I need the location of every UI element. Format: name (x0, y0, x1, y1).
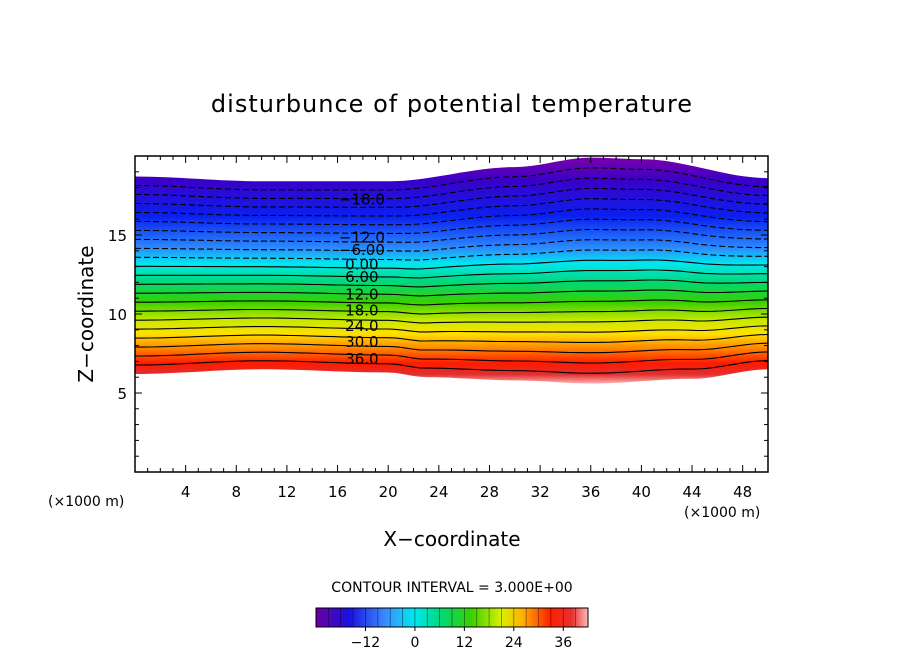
contour-line (135, 289, 768, 297)
contour-line (135, 316, 768, 324)
contour-line (135, 177, 768, 200)
y-tick-label: 5 (117, 385, 127, 403)
x-tick-label: 8 (232, 483, 242, 501)
x-tick-label: 12 (277, 483, 296, 501)
contour-line (135, 198, 768, 217)
colorbar: −12 0 12 24 36 (315, 607, 589, 651)
contour-label: −12.0 (339, 229, 385, 247)
contour-line (135, 307, 768, 315)
x-unit-label-left: (×1000 m) (48, 494, 124, 510)
contour-interval: CONTOUR INTERVAL = 3.000E+00 (331, 580, 572, 596)
contour-line (135, 299, 768, 306)
y-tick-label: 10 (108, 306, 127, 324)
contour-label: 12.0 (345, 285, 378, 303)
colorbar-tick-label: 0 (410, 635, 419, 651)
contour-label: 18.0 (345, 301, 378, 319)
contour-label: 36.0 (345, 350, 378, 368)
contour-label: −6.00 (339, 241, 385, 259)
x-axis: 4 8 12 16 20 24 28 32 36 40 44 48 (147, 156, 756, 501)
contour-label: 24.0 (345, 317, 378, 335)
x-tick-label: 32 (531, 483, 550, 501)
contour-labels: −18.0 −12.0−6.000.006.0012.018.024.030.03… (339, 191, 385, 369)
contour-line (135, 187, 768, 208)
y-axis: 5 10 15 (108, 171, 768, 457)
y-tick-label: 15 (108, 227, 127, 245)
colorbar-tick-label: 36 (554, 635, 572, 651)
x-tick-label: 44 (682, 483, 701, 501)
contour-line (135, 228, 768, 243)
x-tick-label: 28 (480, 483, 499, 501)
chart-title: disturbunce of potential temperature (211, 90, 693, 118)
x-tick-label: 16 (328, 483, 347, 501)
colorbar-tick-label: 24 (505, 635, 523, 651)
contour-line (135, 208, 768, 226)
x-tick-label: 20 (379, 483, 398, 501)
colorbar-tick-label: −12 (351, 635, 381, 651)
x-tick-label: 4 (181, 483, 191, 501)
contour-line (135, 249, 768, 261)
colorbar-divisions (328, 608, 576, 627)
y-axis-title: Z−coordinate (74, 245, 98, 382)
contour-label: 0.00 (345, 255, 378, 273)
contour-line (135, 218, 768, 235)
contour-line (135, 279, 768, 288)
contour-lines (135, 167, 768, 374)
x-axis-title: X−coordinate (383, 527, 520, 551)
contour-line (135, 239, 768, 252)
colorbar-tick-label: 12 (455, 635, 473, 651)
contour-line (135, 259, 768, 270)
colorbar-ticks: −12 0 12 24 36 (351, 627, 572, 651)
contour-label: 30.0 (345, 333, 378, 351)
contour-line (135, 342, 768, 354)
x-unit-label-right: (×1000 m) (684, 505, 760, 521)
contour-line (135, 333, 768, 343)
contour-label: 6.00 (345, 268, 378, 286)
contour-line (135, 351, 768, 364)
x-tick-label: 24 (429, 483, 448, 501)
contour-line (135, 167, 768, 191)
contour-line (135, 269, 768, 279)
contour-label: −18.0 (339, 191, 385, 209)
contour-line (135, 360, 768, 374)
x-tick-label: 40 (632, 483, 651, 501)
x-tick-label: 36 (581, 483, 600, 501)
x-tick-label: 48 (733, 483, 752, 501)
contour-line (135, 325, 768, 333)
